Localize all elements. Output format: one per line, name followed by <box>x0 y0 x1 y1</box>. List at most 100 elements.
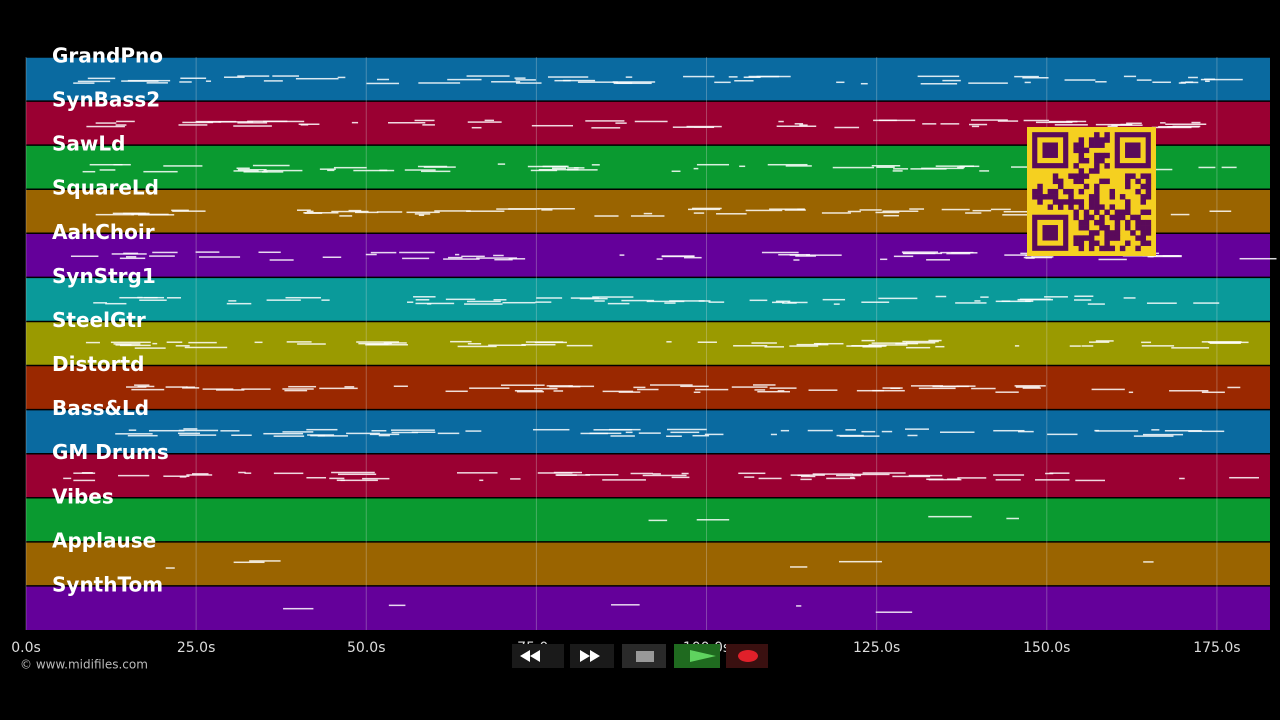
note <box>494 258 513 261</box>
note <box>789 345 819 347</box>
note <box>284 389 308 392</box>
qr-cell <box>1119 209 1126 216</box>
note <box>708 301 725 303</box>
note <box>922 123 937 125</box>
note <box>875 211 900 214</box>
qr-cell <box>1094 194 1100 200</box>
note <box>179 81 192 83</box>
note <box>87 77 116 80</box>
note <box>965 212 982 214</box>
note <box>1133 435 1174 437</box>
note <box>355 211 379 214</box>
note <box>1169 390 1209 392</box>
note <box>537 472 573 474</box>
note <box>971 119 1008 121</box>
note <box>902 340 939 343</box>
note <box>909 208 925 210</box>
qr-cell <box>1140 230 1146 236</box>
qr-cell <box>1094 209 1100 216</box>
qr-cell <box>1104 178 1110 185</box>
note <box>893 255 914 258</box>
note <box>127 434 158 437</box>
note <box>928 478 962 481</box>
note <box>70 255 99 258</box>
qr-cell <box>1130 173 1136 179</box>
note <box>905 428 929 430</box>
note <box>785 165 812 167</box>
note <box>638 432 661 434</box>
note <box>231 434 252 436</box>
note <box>910 385 944 387</box>
note <box>851 344 887 347</box>
note <box>192 473 209 475</box>
note <box>493 254 504 257</box>
track-row <box>26 365 1270 410</box>
tick-label: 150.0s <box>1023 640 1070 656</box>
note <box>784 209 806 211</box>
qr-cell <box>1135 219 1141 226</box>
note <box>625 76 633 78</box>
note <box>139 299 167 301</box>
note <box>369 433 400 436</box>
track-row <box>26 277 1270 322</box>
note <box>134 384 150 386</box>
note <box>585 474 619 476</box>
note <box>696 519 730 521</box>
note <box>138 214 175 216</box>
qr-cell <box>1083 157 1090 164</box>
note <box>1014 75 1039 78</box>
note <box>406 211 440 214</box>
note <box>661 255 695 257</box>
qr-cell <box>1104 137 1110 143</box>
note <box>1221 166 1237 169</box>
note <box>714 81 731 84</box>
note <box>775 300 791 303</box>
note <box>942 79 961 82</box>
qr-cell <box>1109 214 1116 221</box>
qr-cell <box>1145 209 1152 216</box>
note <box>85 341 100 344</box>
note <box>552 167 566 170</box>
qr-cell <box>1114 209 1121 216</box>
qr-cell <box>1057 204 1064 210</box>
note <box>471 126 482 129</box>
note <box>178 429 219 432</box>
tick-label: 0.0s <box>11 640 41 656</box>
note <box>957 477 987 479</box>
note <box>1170 213 1190 216</box>
track-name: Vibes <box>52 484 114 508</box>
note <box>935 345 945 348</box>
note <box>337 473 377 476</box>
note <box>391 431 419 434</box>
note <box>413 296 436 298</box>
note <box>516 390 544 393</box>
note <box>1209 210 1232 212</box>
qr-cell <box>1145 230 1152 236</box>
note <box>95 122 117 124</box>
note <box>643 212 653 215</box>
note <box>331 471 375 474</box>
qr-cell <box>1145 240 1152 246</box>
qr-cell <box>1083 147 1090 154</box>
note <box>671 476 690 479</box>
note <box>399 251 435 254</box>
note <box>780 429 790 432</box>
note <box>447 78 482 81</box>
note <box>466 300 501 303</box>
note <box>252 164 290 167</box>
note <box>466 75 510 77</box>
note <box>143 170 178 173</box>
qr-cell <box>1088 230 1095 236</box>
note <box>918 387 956 390</box>
note <box>1126 122 1142 125</box>
qr-cell <box>1145 219 1152 226</box>
note <box>362 477 390 480</box>
note <box>393 385 408 388</box>
note <box>356 341 400 343</box>
qr-cell <box>1094 137 1100 143</box>
qr-cell <box>1140 199 1146 205</box>
note <box>437 432 460 435</box>
note <box>698 300 711 302</box>
note <box>995 391 1019 393</box>
qr-cell <box>1088 245 1095 252</box>
